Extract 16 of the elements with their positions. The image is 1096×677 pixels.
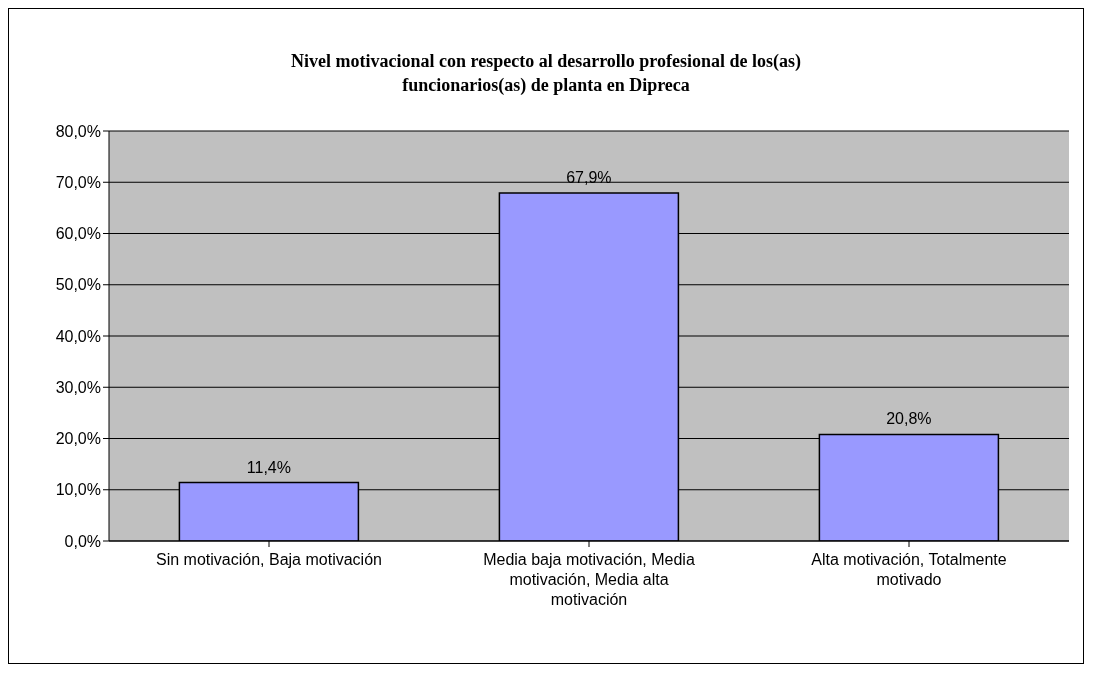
x-tick-label: Media baja motivación, Media motivación, Media alta motivación xyxy=(483,551,695,608)
y-tick-label: 40,0% xyxy=(55,327,101,345)
y-tick-label: 30,0% xyxy=(55,378,101,396)
data-label: 11,4% xyxy=(246,458,291,476)
y-tick-label: 50,0% xyxy=(55,276,101,294)
y-tick-label: 20,0% xyxy=(55,430,101,448)
y-tick-label: 70,0% xyxy=(55,173,101,191)
y-tick-label: 0,0% xyxy=(64,532,101,550)
x-tick-label: Alta motivación, Totalmente motivado xyxy=(811,551,1007,588)
y-tick-label: 10,0% xyxy=(55,481,101,499)
x-tick-label: Sin motivación, Baja motivación xyxy=(156,551,382,568)
y-tick-label: 60,0% xyxy=(55,225,101,243)
data-label: 67,9% xyxy=(566,169,612,187)
chart-title: Nivel motivacional con respecto al desarrollo profesional de los(as) funcionarios(as) de planta en Dipreca xyxy=(290,50,802,97)
y-tick-label: 80,0% xyxy=(55,122,101,140)
data-label: 20,8% xyxy=(886,410,932,428)
